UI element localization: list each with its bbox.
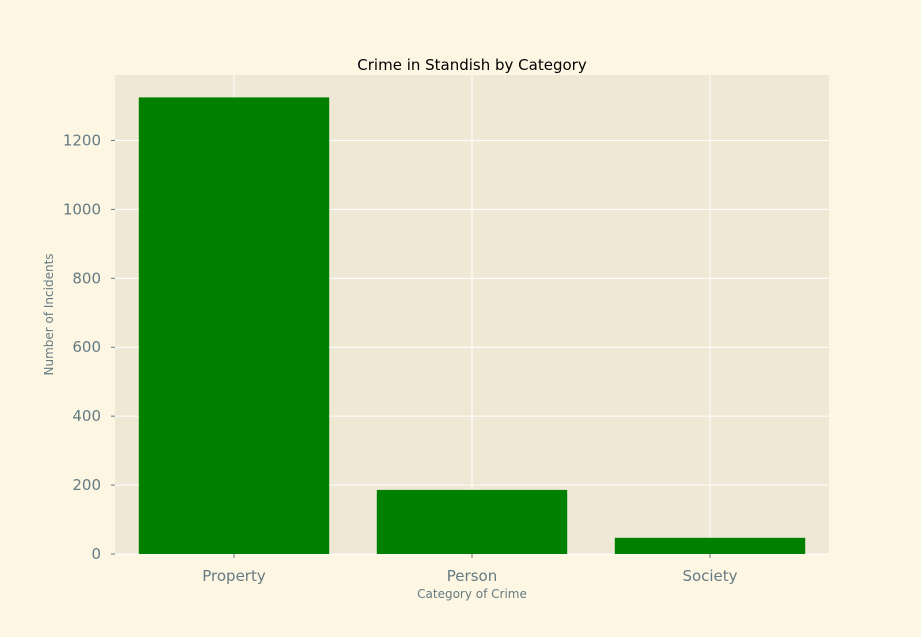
y-tick-label: 200 bbox=[72, 476, 101, 494]
chart-title: Crime in Standish by Category bbox=[357, 56, 587, 74]
y-tick-label: 1000 bbox=[63, 200, 101, 218]
bars bbox=[138, 97, 806, 554]
x-axis-ticks: Property Person Society bbox=[202, 554, 738, 585]
x-tick-label: Society bbox=[682, 567, 737, 585]
bar-property bbox=[138, 97, 330, 554]
y-axis-ticks: 0 200 400 600 800 1000 1200 bbox=[63, 131, 115, 563]
y-tick-label: 0 bbox=[91, 545, 101, 563]
y-tick-label: 400 bbox=[72, 407, 101, 425]
y-axis-label: Number of Incidents bbox=[42, 253, 56, 375]
y-tick-label: 1200 bbox=[63, 131, 101, 149]
bar-society bbox=[614, 537, 806, 554]
y-tick-label: 600 bbox=[72, 338, 101, 356]
x-tick-label: Property bbox=[202, 567, 266, 585]
bar-person bbox=[376, 489, 568, 554]
y-tick-label: 800 bbox=[72, 269, 101, 287]
x-axis-label: Category of Crime bbox=[417, 587, 527, 601]
x-tick-label: Person bbox=[447, 567, 497, 585]
